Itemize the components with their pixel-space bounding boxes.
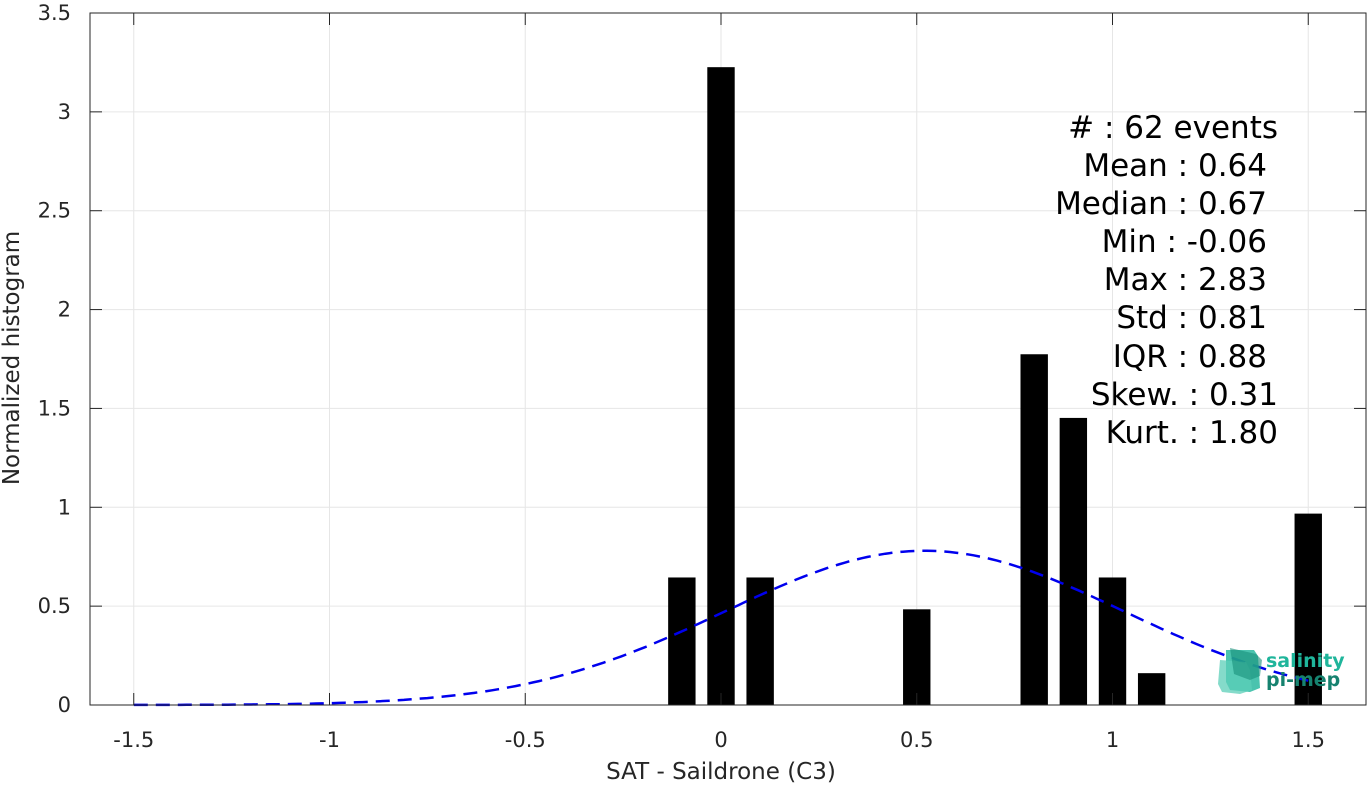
- histogram-bar: [1020, 354, 1048, 705]
- y-tick-label: 2: [58, 298, 71, 322]
- histogram-bars: [668, 67, 1322, 706]
- x-tick-label: -0.5: [505, 728, 546, 752]
- histogram-bar: [668, 577, 696, 705]
- x-tick-label: -1: [319, 728, 340, 752]
- stat-skew: Skew. : 0.31: [1091, 377, 1278, 413]
- logo-mark-icon: [1218, 648, 1262, 694]
- y-tick-label: 1: [58, 495, 71, 519]
- stat-max: Max : 2.83: [1104, 262, 1267, 298]
- histogram-bar: [1137, 673, 1166, 705]
- histogram-bar: [903, 609, 931, 705]
- stat-median: Median : 0.67: [1055, 186, 1267, 222]
- y-tick-label: 0: [58, 693, 71, 717]
- y-tick-label: 3.5: [38, 1, 71, 25]
- x-tick-label: -1.5: [113, 728, 154, 752]
- stat-iqr: IQR : 0.88: [1113, 339, 1267, 375]
- stat-kurt: Kurt. : 1.80: [1106, 415, 1278, 451]
- y-tick-labels: 0 0.5 1 1.5 2 2.5 3 3.5: [38, 1, 71, 717]
- histogram-bar: [1294, 513, 1322, 705]
- stat-count: # : 62 events: [1068, 110, 1278, 146]
- x-tick-label: 0.5: [900, 728, 933, 752]
- histogram-bar: [1059, 417, 1088, 705]
- histogram-bar: [746, 577, 774, 705]
- stat-std: Std : 0.81: [1116, 300, 1267, 336]
- normal-fit-curve: [133, 549, 1309, 707]
- statistics-panel: # : 62 events Mean : 0.64 Median : 0.67 …: [1055, 110, 1278, 451]
- x-tick-label: 1: [1106, 728, 1119, 752]
- histogram-bar: [707, 67, 735, 706]
- stat-min: Min : -0.06: [1102, 224, 1267, 260]
- x-axis-label: SAT - Saildrone (C3): [606, 759, 836, 785]
- x-tick-labels: -1.5 -1 -0.5 0 0.5 1 1.5: [113, 728, 1325, 752]
- y-tick-label: 0.5: [38, 594, 71, 618]
- salinity-pimep-logo: salinity pi-mep: [1218, 648, 1345, 694]
- tick-marks: [90, 12, 1366, 706]
- stat-mean: Mean : 0.64: [1083, 148, 1267, 184]
- x-tick-label: 1.5: [1292, 728, 1325, 752]
- y-tick-label: 1.5: [38, 396, 71, 420]
- y-tick-label: 2.5: [38, 199, 71, 223]
- histogram-bar: [1098, 577, 1127, 705]
- logo-text-pimep: pi-mep: [1266, 669, 1340, 691]
- logo-text-salinity: salinity: [1266, 650, 1345, 672]
- x-tick-label: 0: [714, 728, 727, 752]
- axes-box: [89, 12, 1367, 706]
- y-tick-label: 3: [58, 100, 71, 124]
- y-axis-label: Normalized histogram: [0, 231, 25, 485]
